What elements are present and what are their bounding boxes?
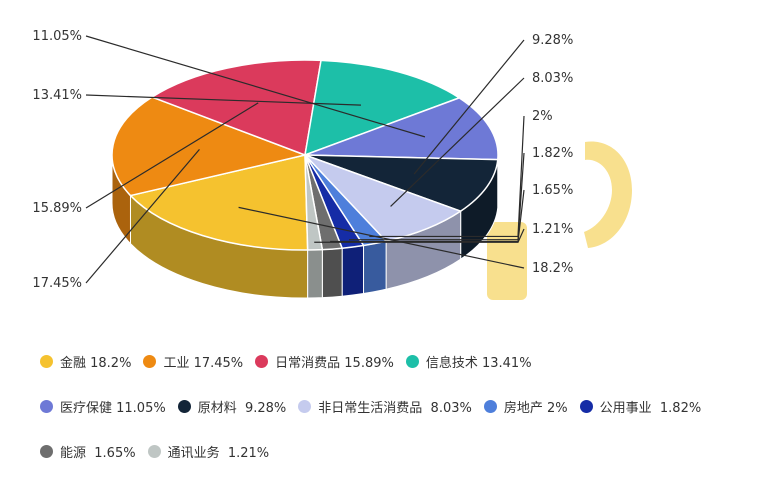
legend-item-7[interactable]: 房地产 2% xyxy=(483,397,568,416)
legend-item-1[interactable]: 工业 17.45% xyxy=(143,352,243,371)
legend-row-3: 能源 1.65% 通讯业务 1.21% xyxy=(40,438,760,464)
pie-slices xyxy=(111,59,499,251)
slice-1-leader-line xyxy=(85,149,200,284)
slice-5-label: 9.28% xyxy=(532,33,573,48)
legend-dot-6 xyxy=(298,399,312,413)
legend-item-10[interactable]: 通讯业务 1.21% xyxy=(147,442,270,461)
legend-label-0: 金融 18.2% xyxy=(60,355,132,371)
highlight-bracket xyxy=(584,141,632,248)
legend-dot-1 xyxy=(143,354,157,368)
legend-item-4[interactable]: 医疗保健 11.05% xyxy=(40,397,166,416)
legend-label-8: 公用事业 1.82% xyxy=(599,400,702,416)
pie-chart: 18.2% 17.45% 15.89% 13.41% 11.05% 9.28% 8.03% 2… xyxy=(32,29,632,300)
legend-item-3[interactable]: 信息技术 13.41% xyxy=(405,352,532,371)
legend-dot-8 xyxy=(579,399,593,413)
slice-10-side xyxy=(307,249,323,299)
slice-3-label: 13.41% xyxy=(32,88,82,103)
legend-label-3: 信息技术 13.41% xyxy=(425,355,532,371)
legend-item-0[interactable]: 金融 18.2% xyxy=(40,352,131,371)
legend-item-8[interactable]: 公用事业 1.82% xyxy=(579,397,702,416)
slice-6-label: 8.03% xyxy=(532,71,573,86)
slice-10 xyxy=(304,154,324,251)
legend-dot-7 xyxy=(483,399,497,413)
legend: 金融 18.2% 工业 17.45% 日常消费品 15.89% 信息技术 13.41%… xyxy=(40,348,760,483)
slice-1 xyxy=(111,96,306,197)
legend-label-6: 非日常生活消费品 8.03% xyxy=(318,400,472,416)
slice-8-label: 1.82% xyxy=(532,146,573,161)
legend-label-1: 工业 17.45% xyxy=(163,355,244,371)
slice-7-side xyxy=(363,240,387,295)
slice-4-leader-line xyxy=(85,35,426,138)
legend-dot-2 xyxy=(255,354,269,368)
legend-label-5: 原材料 9.28% xyxy=(197,400,287,416)
legend-label-4: 医疗保健 11.05% xyxy=(60,400,166,416)
slice-9-label: 1.65% xyxy=(532,183,573,198)
slice-10-leader-line xyxy=(314,228,525,243)
legend-row-1: 金融 18.2% 工业 17.45% 日常消费品 15.89% 信息技术 13.41% xyxy=(40,348,760,374)
slice-5 xyxy=(304,154,499,212)
slice-0-label: 18.2% xyxy=(532,261,573,276)
legend-item-5[interactable]: 原材料 9.28% xyxy=(177,397,287,416)
slice-0-leader-line xyxy=(238,206,525,269)
legend-label-2: 日常消费品 15.89% xyxy=(275,355,394,371)
slice-2-label: 15.89% xyxy=(32,201,82,216)
slice-0 xyxy=(129,154,309,251)
slice-2-leader-line xyxy=(85,102,259,209)
legend-dot-5 xyxy=(177,399,191,413)
legend-item-2[interactable]: 日常消费品 15.89% xyxy=(255,352,394,371)
legend-row-2: 医疗保健 11.05% 原材料 9.28% 非日常生活消费品 8.03% 房地产 2%… xyxy=(40,393,760,419)
legend-label-9: 能源 1.65% xyxy=(60,445,136,461)
callouts: 18.2% 17.45% 15.89% 13.41% 11.05% 9.28% 8.03% 2… xyxy=(32,29,573,291)
slice-4-label: 11.05% xyxy=(32,29,82,44)
slice-5-leader-line xyxy=(413,39,525,175)
slice-3 xyxy=(304,59,460,156)
slice-9-side xyxy=(321,247,343,299)
slice-7-label: 2% xyxy=(532,109,553,124)
legend-label-10: 通讯业务 1.21% xyxy=(167,445,270,461)
legend-item-9[interactable]: 能源 1.65% xyxy=(40,442,136,461)
highlight-marks xyxy=(487,141,632,300)
legend-dot-0 xyxy=(40,354,53,368)
slice-4 xyxy=(304,97,499,161)
legend-label-7: 房地产 2% xyxy=(503,400,568,416)
legend-dot-4 xyxy=(40,399,53,413)
legend-dot-10 xyxy=(147,444,161,458)
slice-8-side xyxy=(341,244,365,297)
legend-item-6[interactable]: 非日常生活消费品 8.03% xyxy=(298,397,472,416)
legend-dot-9 xyxy=(40,444,53,458)
slice-1-label: 17.45% xyxy=(32,276,82,291)
slice-2 xyxy=(151,59,322,156)
slice-10-label: 1.21% xyxy=(532,222,573,237)
slice-6-leader-line xyxy=(390,77,525,207)
legend-dot-3 xyxy=(405,354,419,368)
slice-3-leader-line xyxy=(85,94,361,106)
slice-6 xyxy=(304,154,462,242)
